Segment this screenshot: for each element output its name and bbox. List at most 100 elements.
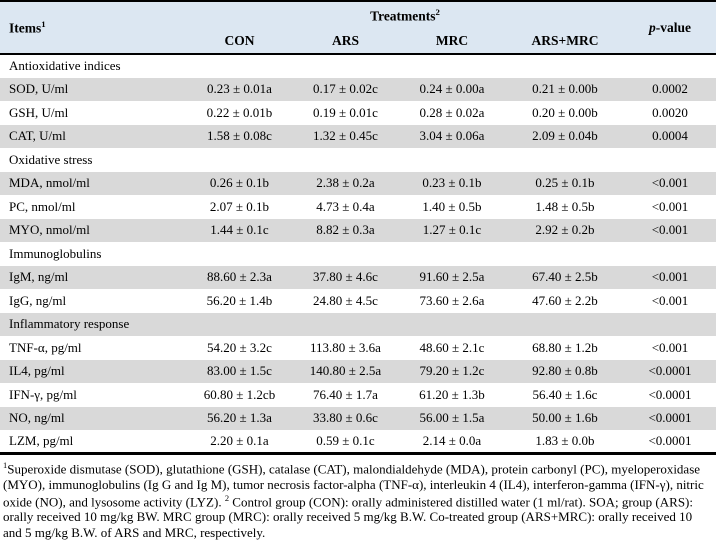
treatment-columns-row: CON ARS MRC ARS+MRC [0,29,716,55]
section-label: Immunoglobulins [9,245,102,261]
pvalue-cell: <0.001 [651,175,689,191]
row-label: PC, nmol/ml [9,198,76,214]
table-row: MYO, nmol/ml 1.44 ± 0.1c 8.82 ± 0.3a 1.27 ±… [0,218,716,242]
section-label: Oxidative stress [9,151,93,167]
value-cell: 2.14 ± 0.0a [422,433,482,448]
value-cell: 54.20 ± 3.2c [207,339,272,355]
value-cell: 0.25 ± 0.1b [535,175,595,191]
treatments-label: Treatments [370,8,436,24]
section-row: Inflammatory response [0,312,716,336]
value-cell: 60.80 ± 1.2cb [203,386,276,402]
pvalue-cell: <0.001 [651,339,689,355]
table-row: IL4, pg/ml 83.00 ± 1.5c 140.80 ± 2.5a 79.20… [0,359,716,383]
table-row: LZM, pg/ml 2.20 ± 0.1a 0.59 ± 0.1c 2.14 ± 0… [0,430,716,454]
items-label: Items [9,20,42,36]
value-cell: 0.59 ± 0.1c [316,433,375,448]
value-cell: 67.40 ± 2.5b [532,269,598,285]
paper-table-page: Items1 Treatments2 p-value CON ARS MRC ARS+… [0,0,716,541]
value-cell: 56.20 ± 1.4b [206,292,273,308]
value-cell: 83.00 ± 1.5c [207,363,272,379]
table-row: IgM, ng/ml 88.60 ± 2.3a 37.80 ± 4.6c 91.60 … [0,265,716,289]
column-header-treatments: Treatments2 [186,1,624,29]
results-table: Items1 Treatments2 p-value CON ARS MRC ARS+… [0,0,716,455]
value-cell: 79.20 ± 1.2c [419,363,485,379]
value-cell: 1.48 ± 0.5b [535,198,595,214]
table-row: TNF-α, pg/ml 54.20 ± 3.2c 113.80 ± 3.6a 48.… [0,336,716,360]
value-cell: 2.07 ± 0.1b [209,198,270,214]
value-cell: 56.40 ± 1.6c [532,386,598,402]
value-cell: 2.38 ± 0.2a [316,175,375,191]
value-cell: 37.80 ± 4.6c [313,269,378,285]
value-cell: 24.80 ± 4.5c [313,292,378,308]
value-cell: 1.83 ± 0.0b [535,433,595,448]
pvalue-cell: <0.001 [651,222,689,238]
value-cell: 0.23 ± 0.1b [422,175,482,191]
row-label: MDA, nmol/ml [9,175,90,191]
row-label: CAT, U/ml [9,128,66,144]
pvalue-cell: <0.0001 [648,363,692,379]
table-row: CAT, U/ml 1.58 ± 0.08c 1.32 ± 0.45c 3.04 ± … [0,124,716,148]
row-label: NO, ng/ml [9,410,65,426]
pvalue-cell: 0.0020 [652,104,688,120]
table-footnote: 1Superoxide dismutase (SOD), glutathione… [3,460,704,541]
pvalue-cell: <0.0001 [648,410,692,426]
row-label: TNF-α, pg/ml [9,339,82,355]
header-row-top: Items1 Treatments2 p-value [0,1,716,55]
row-label: IL4, pg/ml [9,363,65,379]
value-cell: 68.80 ± 1.2b [532,339,598,355]
value-cell: 92.80 ± 0.8b [532,363,598,379]
row-label: GSH, U/ml [9,104,69,120]
section-label: Antioxidative indices [9,58,121,74]
value-cell: 47.60 ± 2.2b [532,292,598,308]
footnote-superscript: 1 [3,460,8,470]
section-row: Immunoglobulins [0,242,716,266]
pvalue-cell: <0.001 [651,198,689,214]
column-header-pvalue: p-value [624,1,716,55]
value-cell: 0.17 ± 0.02c [313,81,378,97]
value-cell: 88.60 ± 2.3a [207,269,272,285]
row-label: IFN-γ, pg/ml [9,386,77,402]
pvalue-cell: <0.001 [651,292,689,308]
table-header: Items1 Treatments2 p-value CON ARS MRC ARS+… [0,1,716,55]
row-label: MYO, nmol/ml [9,222,90,238]
value-cell: 2.20 ± 0.1a [210,433,269,448]
row-label: IgM, ng/ml [9,269,69,285]
value-cell: 113.80 ± 3.6a [310,339,381,355]
value-cell: 0.21 ± 0.00b [532,81,598,97]
treatments-superscript: 2 [435,6,440,17]
value-cell: 1.44 ± 0.1c [210,222,269,238]
value-cell: 76.40 ± 1.7a [313,386,378,402]
column-header-items: Items1 [0,1,186,55]
value-cell: 56.00 ± 1.5a [419,410,485,426]
table-row: IgG, ng/ml 56.20 ± 1.4b 24.80 ± 4.5c 73.60 … [0,289,716,313]
value-cell: 3.04 ± 0.06a [419,128,485,144]
value-cell: 91.60 ± 2.5a [419,269,485,285]
value-cell: 0.22 ± 0.01b [206,104,273,120]
pvalue-cell: 0.0004 [652,128,688,144]
table-row: SOD, U/ml 0.23 ± 0.01a 0.17 ± 0.02c 0.24 ± … [0,77,716,101]
section-label: Inflammatory response [9,316,130,332]
value-cell: 4.73 ± 0.4a [316,198,375,214]
value-cell: 50.00 ± 1.6b [532,410,598,426]
table-row: MDA, nmol/ml 0.26 ± 0.1b 2.38 ± 0.2a 0.23 ±… [0,171,716,195]
table-row: IFN-γ, pg/ml 60.80 ± 1.2cb 76.40 ± 1.7a 61.… [0,383,716,407]
value-cell: 61.20 ± 1.3b [419,386,485,402]
value-cell: 1.40 ± 0.5b [422,198,482,214]
pvalue-cell: <0.0001 [648,386,692,402]
row-label: IgG, ng/ml [9,292,67,308]
treatment-column-header: MRC [398,29,506,55]
value-cell: 0.26 ± 0.1b [209,175,270,191]
value-cell: 33.80 ± 0.6c [313,410,378,426]
pvalue-cell: 0.0002 [652,81,688,97]
treatment-column-header: ARS [293,29,398,55]
pvalue-italic-p: p [649,19,656,35]
pvalue-cell: <0.001 [651,269,689,285]
value-cell: 0.28 ± 0.02a [419,104,485,120]
value-cell: 0.23 ± 0.01a [207,81,272,97]
table-body: Antioxidative indices SOD, U/ml 0.23 ± 0.0… [0,54,716,454]
table-row: NO, ng/ml 56.20 ± 1.3a 33.80 ± 0.6c 56.00 ±… [0,406,716,430]
pvalue-cell: <0.0001 [648,433,692,448]
value-cell: 1.27 ± 0.1c [422,222,482,238]
table-row: GSH, U/ml 0.22 ± 0.01b 0.19 ± 0.01c 0.28 ± … [0,101,716,125]
value-cell: 2.92 ± 0.2b [535,222,595,238]
